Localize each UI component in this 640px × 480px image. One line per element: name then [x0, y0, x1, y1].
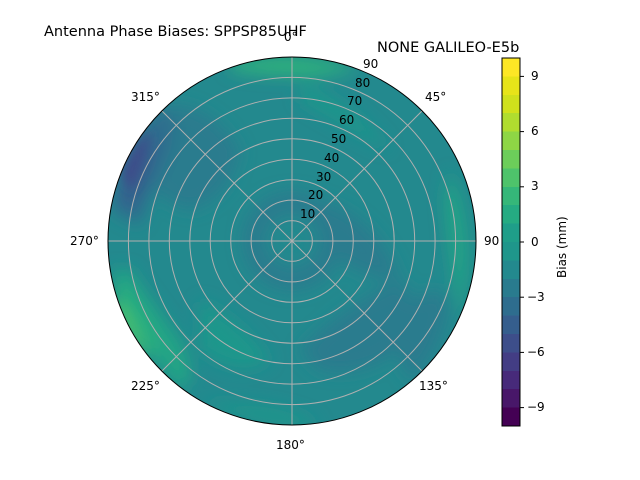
radial-label-90: 90 [363, 57, 379, 71]
title-signal: NONE GALILEO-E5b [377, 40, 520, 56]
angle-label-0: 0° [284, 30, 298, 44]
colorbar-tick-neg9: −9 [527, 400, 545, 414]
angle-label-135: 135° [419, 379, 448, 393]
polar-frame [107, 56, 477, 426]
radial-label-70: 70 [347, 94, 363, 108]
colorbar-label: Bias (mm) [555, 216, 569, 278]
colorbar-tick-neg6: −6 [527, 345, 545, 359]
colorbar-tick-0: 0 [531, 235, 539, 249]
colorbar-tick-6: 6 [531, 124, 539, 138]
radial-label-10: 10 [300, 207, 316, 221]
title-station: Antenna Phase Biases: SPPSP85UHF [44, 24, 307, 40]
radial-label-80: 80 [355, 76, 371, 90]
angular-gridlines [108, 57, 476, 425]
angle-label-225: 225° [131, 379, 160, 393]
radial-label-20: 20 [308, 188, 324, 202]
angle-label-90: 90 [484, 234, 500, 248]
colorbar [501, 57, 524, 427]
angle-label-315: 315° [131, 90, 160, 104]
colorbar-tick-9: 9 [531, 69, 539, 83]
radial-label-60: 60 [339, 113, 355, 127]
angle-label-45: 45° [425, 90, 447, 104]
chart-title: Antenna Phase Biases: SPPSP85UHF NONE GA… [0, 8, 640, 72]
colorbar-tick-neg3: −3 [527, 290, 545, 304]
radial-label-30: 30 [316, 170, 332, 184]
angle-label-270: 270° [70, 234, 99, 248]
radial-label-40: 40 [324, 151, 340, 165]
angle-label-180: 180° [276, 438, 305, 452]
radial-label-50: 50 [331, 132, 347, 146]
colorbar-tick-3: 3 [531, 179, 539, 193]
